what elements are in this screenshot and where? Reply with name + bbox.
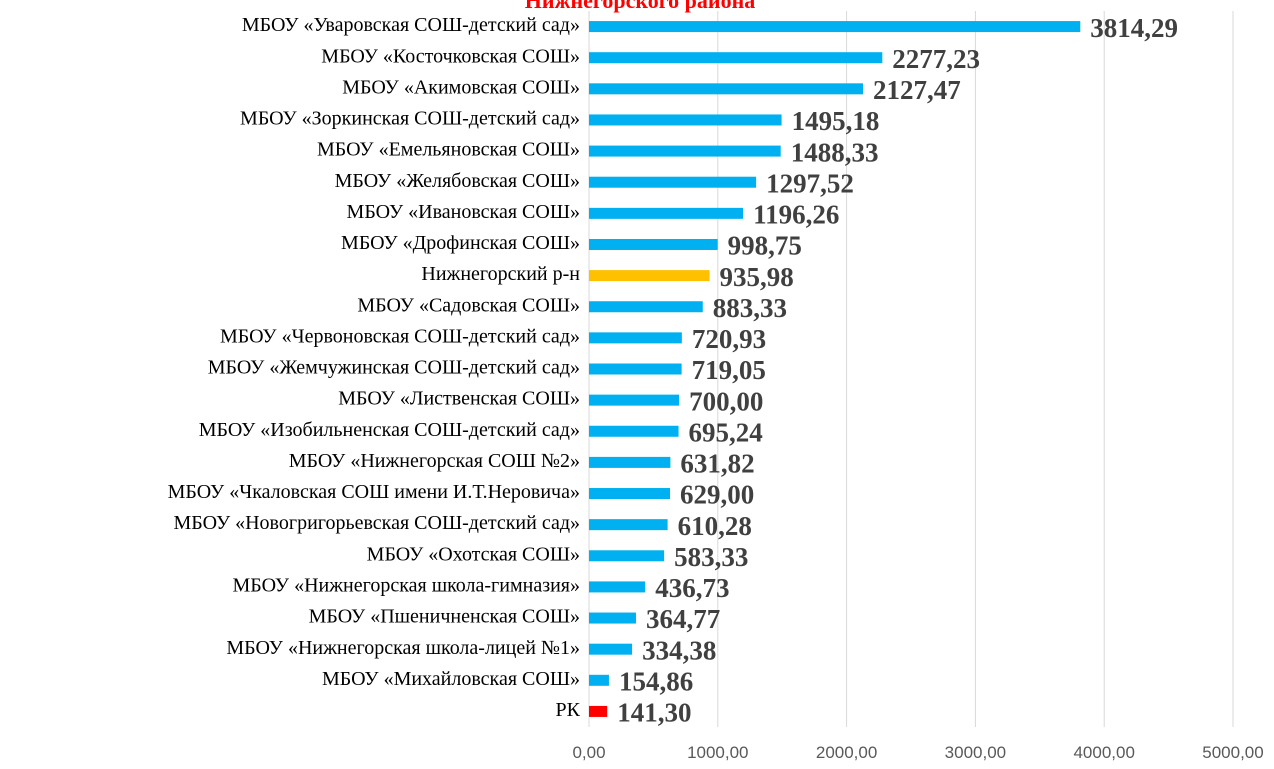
y-tick-label: МБОУ «Нижнегорская СОШ №2» — [289, 450, 580, 472]
data-label: 610,28 — [678, 511, 752, 541]
data-label: 334,38 — [642, 635, 716, 665]
data-label: 935,98 — [720, 262, 794, 292]
y-tick-label: МБОУ «Садовская СОШ» — [357, 294, 580, 316]
data-label: 883,33 — [713, 293, 787, 323]
data-label: 1495,18 — [792, 106, 880, 136]
y-tick-label: МБОУ «Ивановская СОШ» — [347, 201, 580, 223]
bar — [589, 52, 883, 64]
bar — [589, 612, 636, 624]
data-label: 2277,23 — [892, 44, 980, 74]
bar — [589, 207, 744, 219]
y-tick-label: МБОУ «Косточковская СОШ» — [321, 45, 580, 67]
y-tick-label: МБОУ «Нижнегорская школа-лицей №1» — [226, 637, 580, 659]
data-label: 154,86 — [619, 667, 693, 697]
bar — [589, 114, 782, 126]
y-tick-label: МБОУ «Желябовская СОШ» — [335, 170, 580, 192]
y-tick-label: МБОУ «Жемчужинская СОШ-детский сад» — [208, 357, 580, 379]
bar — [589, 83, 864, 95]
x-tick-label: 5000,00 — [1202, 743, 1263, 762]
x-tick-label: 4000,00 — [1073, 743, 1134, 762]
y-tick-label: МБОУ «Новогригорьевская СОШ-детский сад» — [174, 512, 581, 534]
y-tick-label: МБОУ «Михайловская СОШ» — [322, 668, 580, 690]
bar — [589, 332, 682, 344]
bar — [589, 301, 703, 313]
x-tick-label: 0,00 — [572, 743, 605, 762]
bar — [589, 176, 757, 188]
y-tick-label: МБОУ «Акимовская СОШ» — [342, 76, 580, 98]
bar — [589, 394, 680, 406]
y-tick-label: Нижнегорский р-н — [421, 263, 580, 285]
data-label: 998,75 — [728, 231, 802, 261]
bar — [589, 238, 718, 250]
x-tick-label: 3000,00 — [945, 743, 1006, 762]
y-tick-label: МБОУ «Уваровская СОШ-детский сад» — [242, 14, 580, 36]
y-tick-label: МБОУ «Дрофинская СОШ» — [341, 232, 580, 254]
data-label: 364,77 — [646, 604, 720, 634]
bar — [589, 270, 710, 282]
bar — [589, 550, 665, 562]
bar — [589, 705, 608, 717]
bar — [589, 674, 609, 686]
data-label: 720,93 — [692, 324, 766, 354]
data-label: 695,24 — [689, 417, 763, 447]
bar — [589, 456, 671, 468]
data-label: 629,00 — [680, 480, 754, 510]
y-tick-label: МБОУ «Чкаловская СОШ имени И.Т.Неровича» — [168, 481, 580, 503]
data-label: 2127,47 — [873, 75, 961, 105]
bar — [589, 425, 679, 437]
x-tick-label: 2000,00 — [816, 743, 877, 762]
bar — [589, 519, 668, 531]
data-label: 719,05 — [692, 355, 766, 385]
x-tick-label: 1000,00 — [687, 743, 748, 762]
y-tick-label: МБОУ «Изобильненская СОШ-детский сад» — [199, 419, 580, 441]
y-tick-label: МБОУ «Нижнегорская школа-гимназия» — [232, 575, 580, 597]
data-label: 1196,26 — [753, 200, 839, 230]
data-label: 1488,33 — [791, 137, 879, 167]
data-label: 3814,29 — [1090, 13, 1178, 43]
data-label: 700,00 — [689, 386, 763, 416]
y-tick-label: МБОУ «Лиственская СОШ» — [338, 388, 580, 410]
data-label: 1297,52 — [766, 168, 854, 198]
data-label: 631,82 — [680, 449, 754, 479]
data-label: 583,33 — [674, 542, 748, 572]
bar — [589, 488, 671, 500]
bar — [589, 21, 1081, 33]
chart-title: Нижнегорского района — [525, 0, 756, 13]
bar — [589, 581, 646, 593]
data-label: 436,73 — [655, 573, 729, 603]
y-tick-label: РК — [556, 699, 581, 721]
y-tick-label: МБОУ «Охотская СОШ» — [367, 543, 580, 565]
y-tick-label: МБОУ «Емельяновская СОШ» — [317, 139, 580, 161]
bar — [589, 643, 633, 655]
y-tick-label: МБОУ «Пшеничненская СОШ» — [309, 606, 580, 628]
data-label: 141,30 — [617, 698, 691, 728]
y-tick-label: МБОУ «Зоркинская СОШ-детский сад» — [240, 108, 580, 130]
y-tick-label: МБОУ «Червоновская СОШ-детский сад» — [220, 325, 580, 347]
bar — [589, 363, 682, 375]
bar — [589, 145, 781, 157]
